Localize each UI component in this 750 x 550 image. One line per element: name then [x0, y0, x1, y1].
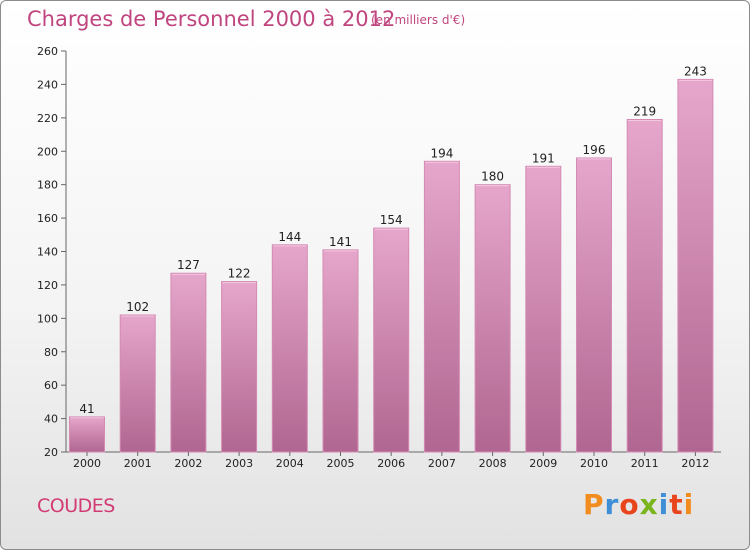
bar-2011: [626, 119, 663, 453]
value-label: 154: [380, 213, 403, 227]
x-tick-label: 2005: [327, 457, 355, 470]
y-axis-ticks: 20 40 60 80 100 120 140 160 180 200 220 240 260: [37, 45, 66, 459]
value-label: 144: [278, 230, 301, 244]
bar-2001: [119, 314, 156, 453]
x-tick-label: 2010: [580, 457, 608, 470]
x-tick-label: 2006: [377, 457, 405, 470]
commune-name: COUDES: [37, 495, 115, 517]
logo-letter: x: [639, 488, 659, 521]
y-tick-label: 80: [44, 346, 58, 359]
y-tick-label: 240: [37, 78, 58, 91]
logo-letter: o: [619, 488, 640, 521]
bar-2012: [677, 78, 714, 453]
value-labels: 41 102 127 122 144 141 154 194 180 191 196 219 243: [79, 64, 706, 416]
bar-2004: [271, 244, 308, 453]
x-tick-label: 2007: [428, 457, 456, 470]
value-label: 219: [633, 105, 656, 119]
bars-group: [69, 78, 714, 453]
logo-letter: i: [683, 488, 695, 521]
x-tick-label: 2008: [479, 457, 507, 470]
bar-2003: [221, 281, 258, 453]
x-tick-label: 2004: [276, 457, 304, 470]
x-tick-label: 2011: [631, 457, 659, 470]
x-axis-ticks: 2000 2001 2002 2003 2004 2005 2006 2007 2008 2009…: [73, 452, 709, 470]
value-label: 102: [126, 300, 149, 314]
x-tick-label: 2000: [73, 457, 101, 470]
y-tick-label: 160: [37, 212, 58, 225]
value-label: 196: [583, 143, 606, 157]
chart-title: Charges de Personnel 2000 à 2012: [27, 7, 396, 31]
bar-2000: [69, 416, 105, 453]
chart-unit: (en milliers d'€): [371, 13, 466, 27]
value-label: 243: [684, 64, 707, 78]
bar-2002: [170, 272, 207, 453]
y-tick-label: 220: [37, 112, 58, 125]
x-tick-label: 2003: [225, 457, 253, 470]
value-label: 41: [79, 402, 94, 416]
y-tick-label: 260: [37, 45, 58, 58]
y-tick-label: 40: [44, 413, 58, 426]
logo-letter: P: [583, 488, 605, 521]
value-label: 141: [329, 235, 352, 249]
value-label: 127: [177, 258, 200, 272]
bar-2009: [525, 165, 562, 453]
logo-letter: r: [604, 488, 620, 521]
x-tick-label: 2009: [529, 457, 557, 470]
y-tick-label: 60: [44, 379, 58, 392]
logo-letter: t: [669, 488, 684, 521]
bar-2005: [322, 249, 359, 453]
x-tick-label: 2002: [174, 457, 202, 470]
value-label: 191: [532, 151, 555, 165]
y-tick-label: 20: [44, 446, 58, 459]
y-tick-label: 200: [37, 145, 58, 158]
bar-2010: [576, 157, 612, 453]
x-tick-label: 2012: [681, 457, 709, 470]
y-tick-label: 120: [37, 279, 58, 292]
value-label: 122: [228, 267, 251, 281]
value-label: 180: [481, 170, 504, 184]
bar-2008: [474, 184, 511, 453]
y-tick-label: 140: [37, 246, 58, 259]
bar-2007: [423, 160, 460, 453]
proxiti-logo: Proxiti: [583, 488, 694, 521]
logo-letter: i: [658, 488, 670, 521]
x-tick-label: 2001: [124, 457, 152, 470]
value-label: 194: [430, 146, 453, 160]
bar-2006: [373, 227, 410, 453]
y-tick-label: 180: [37, 179, 58, 192]
y-tick-label: 100: [37, 312, 58, 325]
